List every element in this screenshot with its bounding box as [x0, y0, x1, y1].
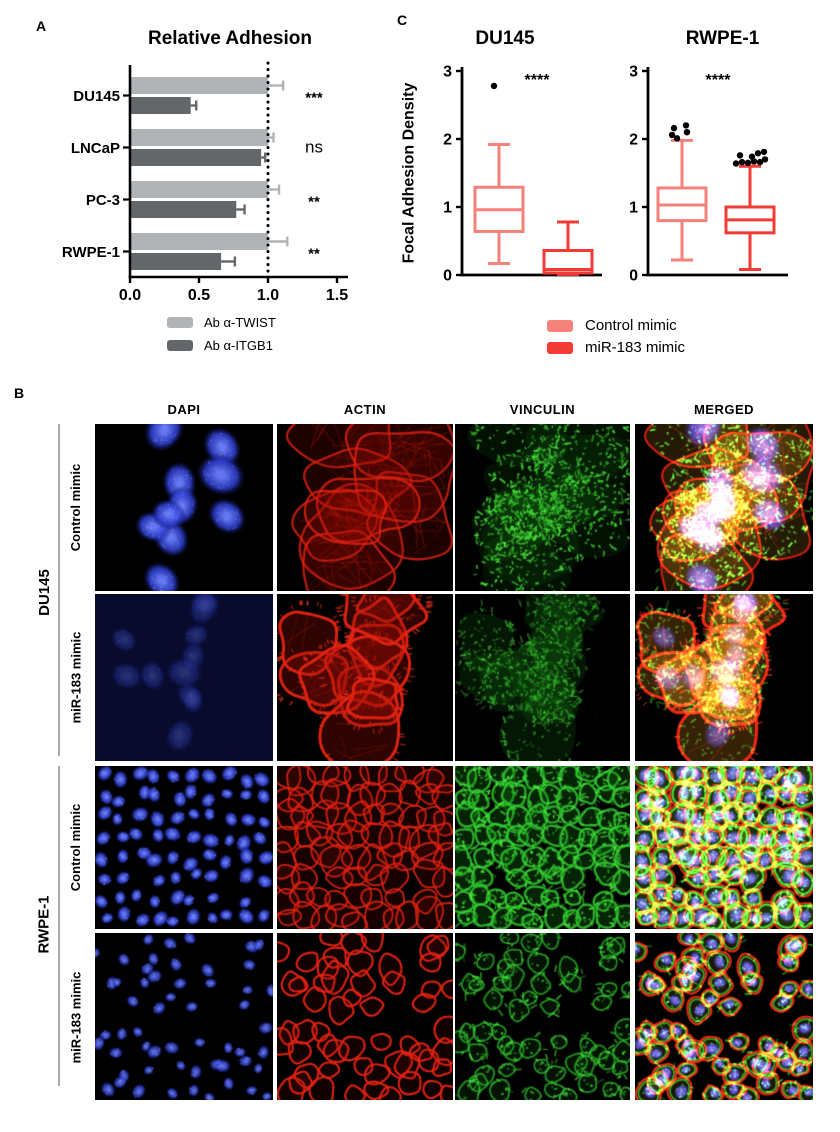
svg-text:RWPE-1: RWPE-1 [62, 244, 120, 261]
panel-c-label: C [397, 12, 408, 28]
svg-text:2: 2 [443, 132, 452, 149]
svg-text:DU145: DU145 [73, 88, 120, 105]
focal-adhesion-ylabel: Focal Adhesion Density [400, 82, 417, 263]
tile-du145-control-merged [635, 424, 813, 591]
tile-du145-control-actin [277, 424, 453, 591]
tile-du145-mir183-vinculin [455, 594, 630, 761]
du145-box-title: DU145 [475, 28, 535, 49]
svg-text:1: 1 [630, 200, 638, 217]
legend-item-control-mimic: Control mimic [547, 317, 677, 334]
bar-chart-title: Relative Adhesion [147, 28, 312, 49]
tile-rwpe-1-mir183-actin [277, 933, 453, 1100]
column-header-dapi: DAPI [167, 402, 201, 417]
svg-text:1.5: 1.5 [326, 287, 348, 304]
svg-text:3: 3 [443, 64, 452, 81]
tile-rwpe-1-control-merged [635, 766, 813, 929]
rwpe1-box-title: RWPE-1 [685, 28, 760, 49]
row1-condition-label-wrap: Control mimic [16, 463, 136, 550]
svg-text:PC-3: PC-3 [86, 192, 120, 209]
control-mimic-label: Control mimic [585, 317, 677, 334]
du145-box-plot: 0 1 2 3 **** [443, 64, 602, 285]
tile-rwpe-1-mir183-vinculin [455, 933, 630, 1100]
itgb1-swatch [167, 340, 193, 351]
column-header-actin: ACTIN [343, 402, 387, 417]
svg-text:LNCaP: LNCaP [71, 140, 120, 157]
legend-item-twist: Ab α-TWIST [167, 315, 276, 330]
svg-text:***: *** [305, 90, 323, 107]
svg-text:2: 2 [630, 132, 638, 149]
tile-du145-mir183-actin [277, 594, 453, 761]
panel-a-label: A [36, 18, 47, 34]
legend-item-itgb1: Ab α-ITGB1 [167, 338, 273, 353]
svg-text:0.5: 0.5 [188, 287, 210, 304]
du145-group-label-wrap: DU145 [0, 569, 104, 616]
twist-label: Ab α-TWIST [204, 315, 276, 330]
svg-text:3: 3 [630, 64, 638, 81]
row1-condition-label: Control mimic [68, 463, 84, 551]
tile-rwpe-1-mir183-merged [635, 933, 813, 1100]
svg-text:ns: ns [305, 138, 323, 157]
svg-text:**: ** [308, 194, 320, 211]
tile-du145-control-vinculin [455, 424, 630, 591]
rwpe1-box-plot: 0 1 2 3 **** [630, 64, 788, 285]
row3-condition-label: Control mimic [68, 803, 84, 891]
panel-b-label: B [14, 385, 25, 401]
twist-swatch [167, 317, 193, 328]
column-header-merged: MERGED [693, 402, 755, 417]
svg-text:0: 0 [443, 268, 452, 285]
focal-adhesion-ylabel-wrap: Focal Adhesion Density [396, 60, 422, 285]
row2-condition-label: miR-183 mimic [68, 631, 84, 723]
rwpe1-group-label: RWPE-1 [35, 894, 53, 954]
du145-group-label: DU145 [35, 568, 53, 616]
tile-du145-mir183-merged [635, 594, 813, 761]
row3-condition-label-wrap: Control mimic [16, 803, 136, 890]
svg-text:1: 1 [443, 200, 452, 217]
row4-condition-label: miR-183 mimic [68, 971, 84, 1063]
control-mimic-swatch [547, 319, 573, 332]
du145-group-line [58, 424, 60, 756]
row4-condition-label-wrap: miR-183 mimic [16, 971, 136, 1063]
column-header-vinculin: VINCULIN [509, 402, 576, 417]
svg-text:**: ** [308, 246, 320, 263]
rwpe1-group-label-wrap: RWPE-1 [0, 895, 104, 953]
legend-item-mir183-mimic: miR-183 mimic [547, 339, 685, 356]
svg-text:0.0: 0.0 [119, 287, 141, 304]
tile-rwpe-1-control-actin [277, 766, 453, 929]
adhesion-bar-chart: DU145 *** LNCaP ns PC-3 ** RWPE-1 ** 0.0 0.5 1.0 1.… [62, 61, 348, 304]
mir183-mimic-swatch [547, 341, 573, 354]
row2-condition-label-wrap: miR-183 mimic [16, 631, 136, 723]
svg-text:1.0: 1.0 [257, 287, 279, 304]
svg-text:****: **** [706, 72, 732, 89]
svg-text:****: **** [525, 72, 551, 89]
itgb1-label: Ab α-ITGB1 [204, 338, 273, 353]
mir183-mimic-label: miR-183 mimic [585, 339, 686, 356]
rwpe1-group-line [58, 766, 60, 1086]
tile-rwpe-1-control-vinculin [455, 766, 630, 929]
svg-text:0: 0 [630, 268, 638, 285]
